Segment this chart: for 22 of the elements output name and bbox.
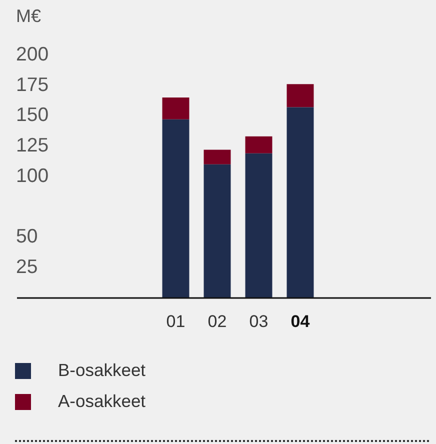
y-tick-label: 25 (16, 256, 38, 278)
bar (286, 107, 314, 298)
x-tick-label: 04 (290, 312, 310, 331)
x-tick-label: 01 (166, 312, 186, 331)
x-tick-label: 02 (208, 312, 227, 331)
y-tick-label: 150 (16, 104, 49, 126)
bar (162, 98, 190, 120)
y-axis-title: M€ (16, 6, 42, 26)
bar (286, 84, 314, 108)
bar (245, 136, 272, 154)
bar (204, 150, 231, 164)
y-tick-label: 200 (16, 43, 49, 66)
y-tick-label: 175 (16, 74, 49, 96)
y-tick-label: 50 (16, 226, 38, 248)
y-tick-label: 125 (16, 134, 49, 156)
legend-label: A-osakkeet (58, 390, 146, 411)
bar (162, 119, 190, 298)
x-tick-label: 03 (249, 312, 268, 331)
y-tick-label: 100 (16, 164, 49, 187)
bar (245, 153, 272, 298)
bar (204, 164, 231, 298)
legend-label: B-osakkeet (58, 360, 146, 380)
